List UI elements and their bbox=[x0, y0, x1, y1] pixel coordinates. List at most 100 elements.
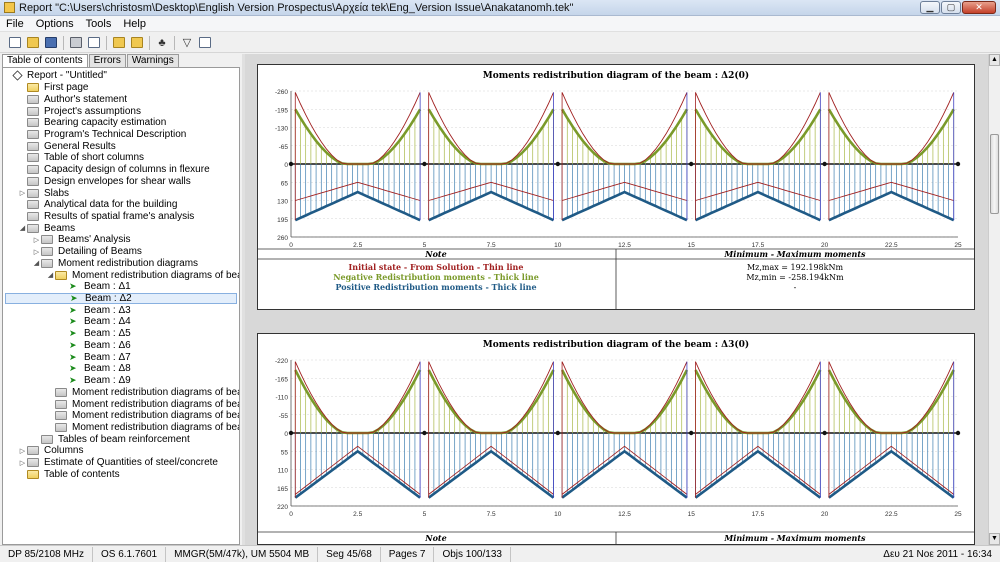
panel-splitter[interactable] bbox=[242, 54, 245, 545]
left-panel-tabs: Table of contents Errors Warnings bbox=[2, 54, 180, 68]
tree-item[interactable]: ▷ Estimate of Quantities of steel/concret… bbox=[18, 457, 220, 469]
tree-item[interactable]: ◢ Moment redistribution diagrams of beams… bbox=[46, 269, 239, 281]
tree-item[interactable]: Results of spatial frame's analysis bbox=[18, 211, 196, 223]
tree-item[interactable]: Moment redistribution diagrams of beams-… bbox=[46, 398, 239, 410]
status-memory: MMGR(5M/47k), UM 5504 MB bbox=[166, 546, 319, 562]
tree-item[interactable]: ◢ Beams bbox=[18, 222, 77, 234]
tree-item[interactable]: ➤ Beam : Δ1 bbox=[60, 281, 133, 293]
filter-icon[interactable]: ▽ bbox=[182, 37, 192, 49]
scroll-up-icon[interactable]: ▲ bbox=[989, 54, 1000, 66]
y-tick-label: 165 bbox=[277, 486, 288, 493]
tree-item-label: Beams bbox=[44, 222, 76, 234]
y-tick-label: -55 bbox=[279, 413, 289, 420]
expand-toggle-icon[interactable]: ▷ bbox=[33, 236, 40, 244]
support-node bbox=[555, 161, 560, 167]
expand-toggle-icon[interactable]: ▷ bbox=[19, 190, 26, 198]
tree-item-label: Beam : Δ8 bbox=[84, 363, 131, 375]
expand-toggle-icon[interactable]: ◢ bbox=[33, 260, 40, 268]
tab-errors[interactable]: Errors bbox=[88, 54, 126, 68]
tree-item[interactable]: Table of short columns bbox=[18, 152, 146, 164]
tree-item[interactable]: ➤ Beam : Δ2 bbox=[5, 292, 237, 305]
tree-item[interactable]: ▷ Columns bbox=[18, 445, 85, 457]
negative-redistribution-line bbox=[694, 108, 822, 166]
initial-state-line bbox=[828, 181, 954, 201]
status-bar: DP 85/2108 MHz OS 6.1.7601 MMGR(5M/47k),… bbox=[0, 545, 1000, 562]
folder-icon bbox=[27, 200, 39, 210]
open-folder-icon[interactable] bbox=[24, 35, 42, 51]
tree-item[interactable]: Design envelopes for shear walls bbox=[18, 175, 193, 187]
menu-help[interactable]: Help bbox=[123, 17, 146, 30]
y-tick-label: -110 bbox=[275, 395, 288, 402]
tree-item[interactable]: ➤ Beam : Δ6 bbox=[60, 340, 133, 352]
tree-item-label: First page bbox=[44, 82, 89, 94]
folder-icon bbox=[27, 153, 39, 163]
print-preview-icon[interactable] bbox=[85, 35, 103, 51]
menu-options[interactable]: Options bbox=[35, 17, 74, 30]
tree-item[interactable]: Analytical data for the building bbox=[18, 199, 179, 211]
tree-item[interactable]: General Results bbox=[18, 140, 118, 152]
tree-item[interactable]: Report - "Untitled" bbox=[4, 70, 109, 82]
scroll-down-icon[interactable]: ▼ bbox=[989, 533, 1000, 545]
tree-item[interactable]: First page bbox=[18, 82, 90, 94]
menu-file[interactable]: File bbox=[6, 17, 24, 30]
tree-item[interactable]: Author's statement bbox=[18, 93, 129, 105]
refresh-icon[interactable] bbox=[196, 35, 214, 51]
tree-item[interactable]: ➤ Beam : Δ9 bbox=[60, 375, 133, 387]
menu-tools[interactable]: Tools bbox=[85, 17, 112, 30]
x-tick-label: 0 bbox=[289, 242, 293, 249]
green-arrow-icon: ➤ bbox=[69, 304, 77, 315]
expand-toggle-icon[interactable]: ◢ bbox=[19, 225, 26, 233]
tree-item[interactable]: Project's assumptions bbox=[18, 105, 143, 117]
print-icon[interactable] bbox=[67, 35, 85, 51]
vertical-scrollbar[interactable]: ▲ ▼ bbox=[988, 54, 1000, 545]
tree-item[interactable]: ▷ Beams' Analysis bbox=[32, 234, 133, 246]
initial-state-line bbox=[561, 92, 688, 165]
tree-item[interactable]: Moment redistribution diagrams of beams-… bbox=[46, 386, 239, 398]
tree-item[interactable]: ➤ Beam : Δ7 bbox=[60, 351, 133, 363]
green-arrow-icon: ➤ bbox=[70, 293, 78, 304]
title-bar: Report "C:\Users\christosm\Desktop\Engli… bbox=[0, 0, 1000, 16]
legend-initial: Initial state - From Solution - Thin lin… bbox=[349, 262, 524, 272]
expand-toggle-icon[interactable]: ▷ bbox=[19, 459, 26, 467]
tab-warnings[interactable]: Warnings bbox=[126, 54, 179, 68]
folder-icon bbox=[27, 83, 39, 93]
folder-icon bbox=[27, 129, 39, 139]
export-page-icon[interactable] bbox=[128, 35, 146, 51]
tree-item-label: Results of spatial frame's analysis bbox=[44, 210, 195, 222]
tree-item-label: Beam : Δ7 bbox=[84, 351, 131, 363]
tree-item[interactable]: ➤ Beam : Δ3 bbox=[60, 304, 133, 316]
expand-toggle-icon[interactable]: ▷ bbox=[19, 447, 26, 455]
tree-item[interactable]: Moment redistribution diagrams of beams-… bbox=[46, 410, 239, 422]
tree-item[interactable]: Table of contents bbox=[18, 468, 122, 480]
maximize-icon[interactable]: ▢ bbox=[941, 1, 961, 14]
tree-item[interactable]: ➤ Beam : Δ5 bbox=[60, 328, 133, 340]
close-icon[interactable]: ✕ bbox=[962, 1, 996, 14]
green-arrow-icon: ➤ bbox=[69, 351, 77, 362]
tree-item[interactable]: Program's Technical Description bbox=[18, 129, 188, 141]
tree-item[interactable]: ➤ Beam : Δ8 bbox=[60, 363, 133, 375]
save-disk-icon[interactable] bbox=[42, 35, 60, 51]
tree-item[interactable]: Capacity design of columns in flexure bbox=[18, 164, 212, 176]
tree-item[interactable]: Bearing capacity estimation bbox=[18, 117, 168, 129]
tree-item[interactable]: ▷ Detailing of Beams bbox=[32, 246, 144, 258]
tree-item-label: General Results bbox=[44, 140, 116, 152]
tree-item[interactable]: ➤ Beam : Δ4 bbox=[60, 316, 133, 328]
negative-redistribution-line bbox=[560, 369, 689, 435]
expand-toggle-icon[interactable]: ◢ bbox=[47, 272, 54, 280]
tree-item[interactable]: ▷ Slabs bbox=[18, 187, 71, 199]
green-arrow-icon: ➤ bbox=[69, 316, 77, 327]
tree-item[interactable]: Moment redistribution diagrams of beams-… bbox=[46, 422, 239, 434]
minimize-icon[interactable]: ▁ bbox=[920, 1, 940, 14]
find-binoculars-icon[interactable]: ♣ bbox=[158, 36, 166, 49]
open-page-icon[interactable] bbox=[110, 35, 128, 51]
tree-item-label: Detailing of Beams bbox=[58, 246, 142, 258]
folder-icon bbox=[27, 141, 39, 151]
scroll-thumb[interactable] bbox=[990, 134, 999, 214]
new-doc-icon[interactable] bbox=[6, 35, 24, 51]
tree-item-label: Bearing capacity estimation bbox=[44, 117, 167, 129]
tab-table-of-contents[interactable]: Table of contents bbox=[2, 54, 88, 68]
menu-bar: File Options Tools Help bbox=[0, 16, 1000, 32]
tree-item[interactable]: Tables of beam reinforcement bbox=[32, 433, 192, 445]
tree-item[interactable]: ◢ Moment redistribution diagrams bbox=[32, 258, 200, 270]
expand-toggle-icon[interactable]: ▷ bbox=[33, 248, 40, 256]
